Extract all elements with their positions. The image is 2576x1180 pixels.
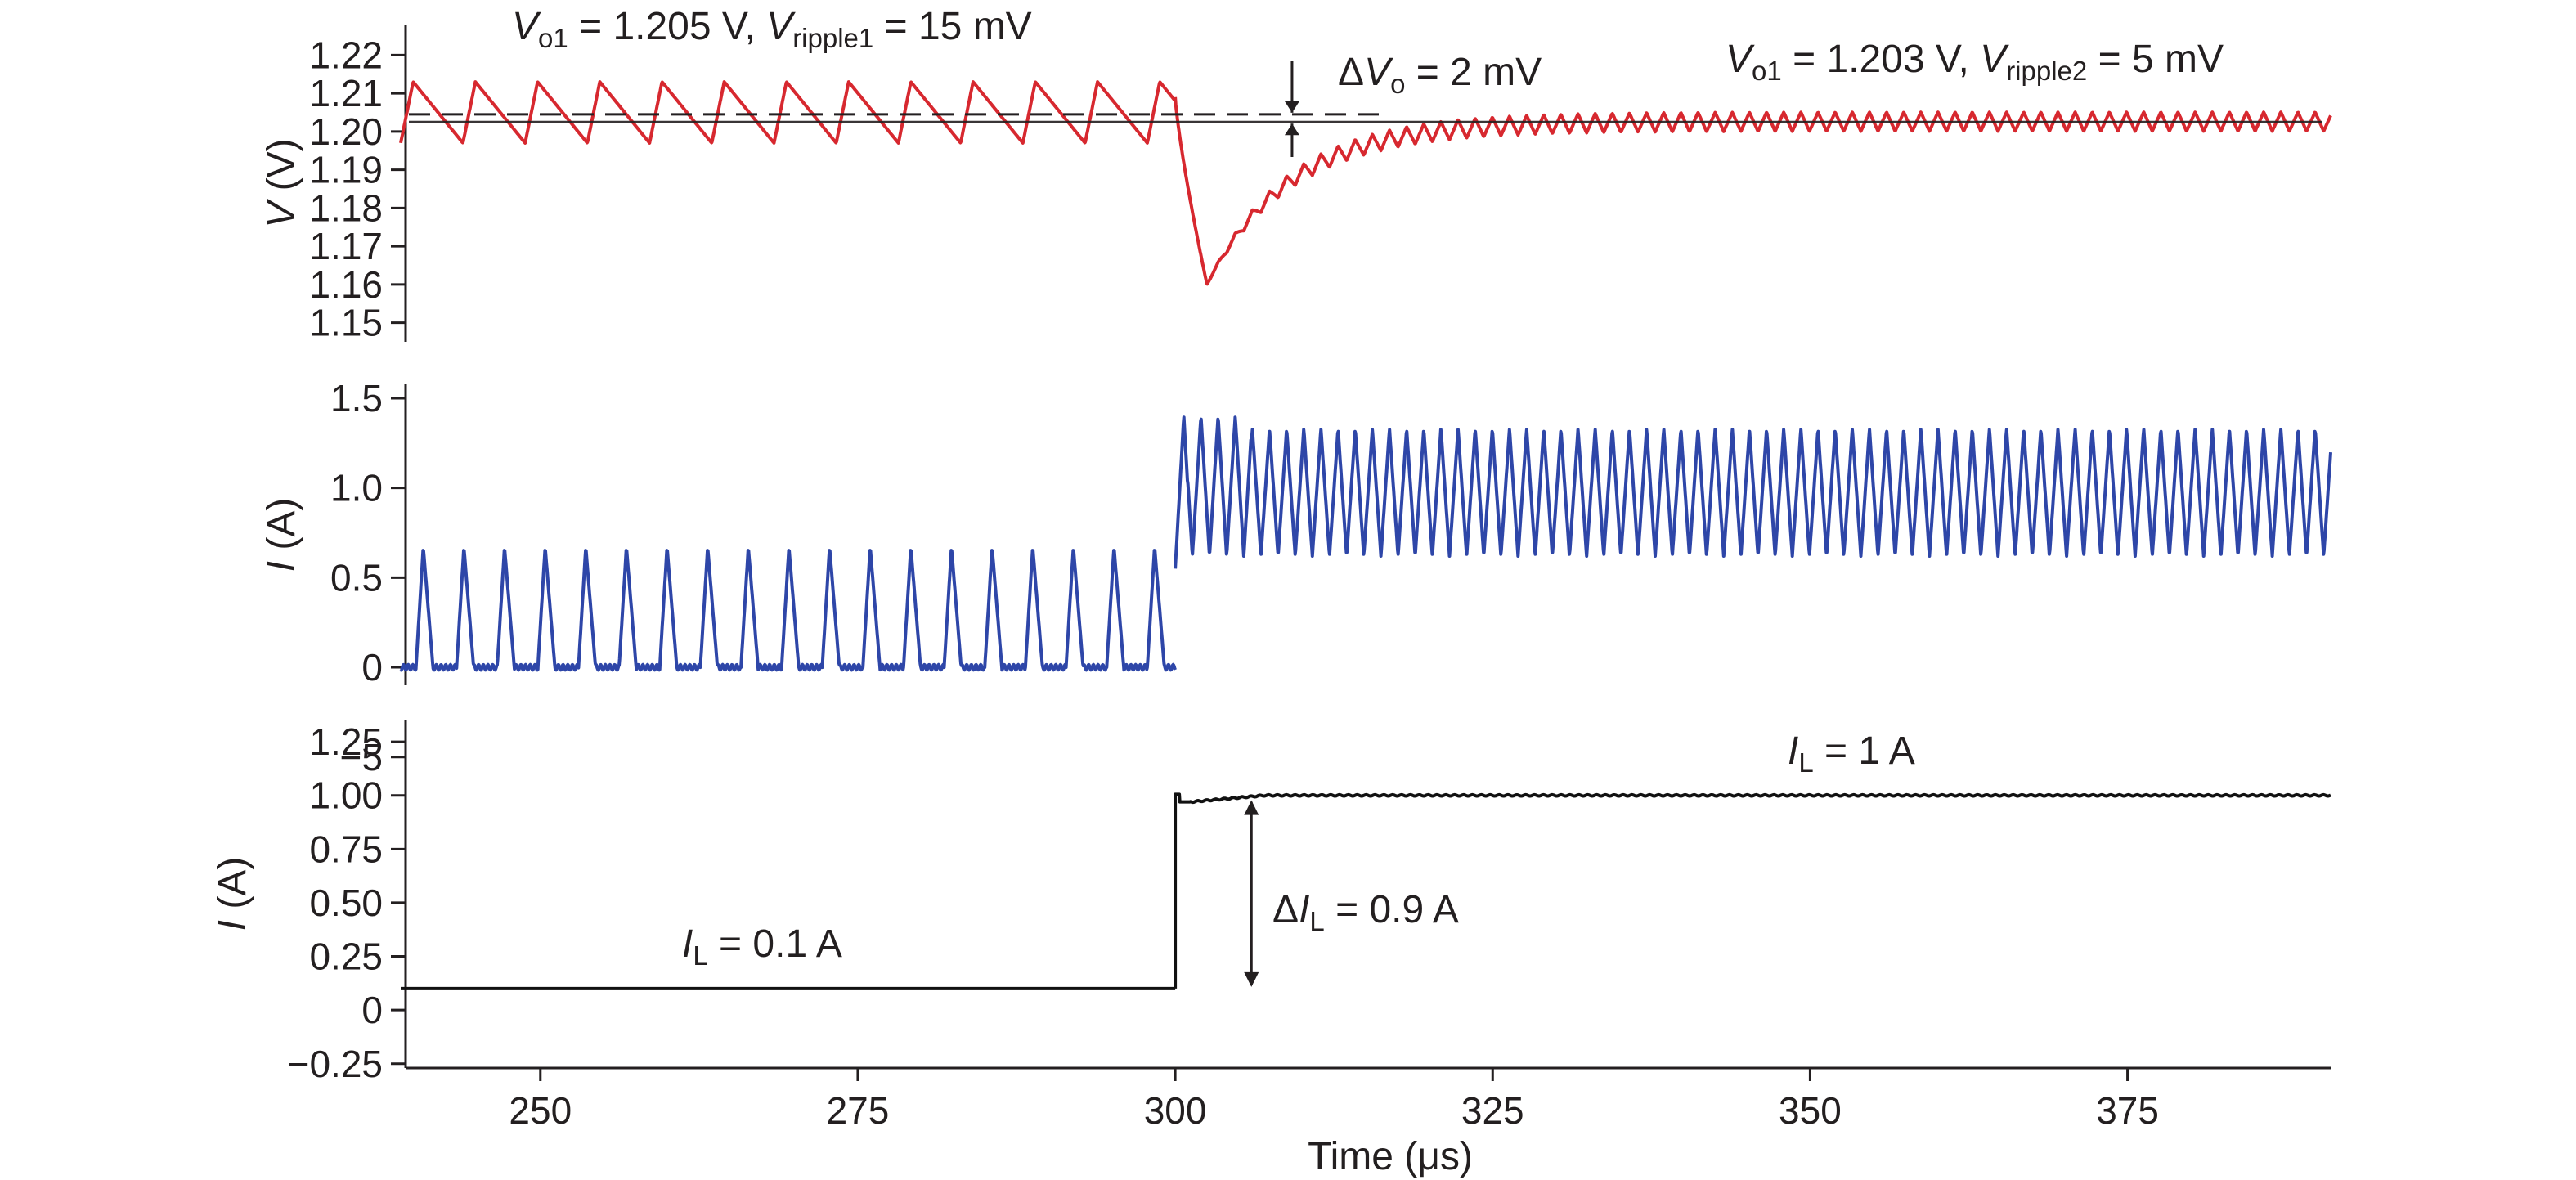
load-current-ytick-label-6: 1.25 xyxy=(309,720,383,763)
load-current-ylabel: I (A) xyxy=(211,857,254,931)
annotation-vo2-ripple2-part-3: V xyxy=(1980,38,2009,81)
xtick-label-1: 275 xyxy=(827,1089,890,1132)
annotation-delta-vo-delta: Δ xyxy=(1338,51,1364,94)
annotation-vo1-ripple1: Vo1 = 1.205 V, Vripple1 = 15 mV xyxy=(512,5,1032,53)
xtick-label-5: 375 xyxy=(2096,1089,2159,1132)
load-current-ylabel-symbol: I xyxy=(211,920,254,931)
annotation-il-1a-part-0: I xyxy=(1788,729,1798,773)
load-current-ytick-label-5: 1.00 xyxy=(309,774,383,817)
voltage-series-0-segment-1 xyxy=(1174,96,2332,286)
voltage-ytick-label-4: 1.19 xyxy=(309,149,383,191)
panel-voltage: 1.151.161.171.181.191.201.211.22V (V)Vo1… xyxy=(260,5,2332,344)
voltage-ytick-label-7: 1.22 xyxy=(309,34,383,76)
voltage-ylabel-symbol: V xyxy=(260,199,303,228)
panel-load-current: −0.25 0 0.25 0.50 0.75 1.00 1.25 I (A) 250 275 300… xyxy=(211,720,2332,1178)
xtick-label-0: 250 xyxy=(509,1089,572,1132)
annotation-delta-il: ΔIL = 0.9 A xyxy=(1272,888,1459,936)
annotation-delta-il-delta: Δ xyxy=(1272,888,1299,931)
delta-il-arrowhead-top xyxy=(1244,800,1259,815)
annotation-vo1-ripple1-part-5: = 15 mV xyxy=(873,5,1031,48)
delta-il-arrowhead-bottom xyxy=(1244,971,1259,987)
annotation-vo2-ripple2-part-4: ripple2 xyxy=(2006,56,2087,86)
load-current-ylabel-unit: (A) xyxy=(211,857,254,920)
inductor-current-ytick-label-3: 1.0 xyxy=(330,467,383,509)
voltage-ytick-label-1: 1.16 xyxy=(309,263,383,306)
annotation-il-1a-part-1: L xyxy=(1798,747,1813,778)
voltage-ytick-label-0: 1.15 xyxy=(309,302,383,344)
annotation-vo2-ripple2-part-0: V xyxy=(1726,38,1755,81)
annotation-il-01a: IL = 0.1 A xyxy=(682,922,842,971)
annotation-vo1-ripple1-part-0: V xyxy=(512,5,541,48)
annotation-il-1a-part-2: = 1 A xyxy=(1814,729,1915,773)
load-current-ytick-label-4: 0.75 xyxy=(309,828,383,870)
inductor-current-ylabel-unit: (A) xyxy=(260,498,303,561)
voltage-ytick-label-5: 1.20 xyxy=(309,110,383,153)
voltage-series-0-segment-0 xyxy=(399,80,1177,145)
inductor-current-series-0-segment-1 xyxy=(1174,415,2332,569)
x-axis-label: Time (μs) xyxy=(1308,1135,1473,1178)
load-current-ytick-label-3: 0.50 xyxy=(309,882,383,924)
annotation-delta-il-part-0: ΔI xyxy=(1272,888,1309,931)
annotation-delta-vo-var: V xyxy=(1364,51,1393,94)
inductor-current-ytick-label-0: −5 xyxy=(340,736,383,778)
inductor-current-ylabel-symbol: I xyxy=(260,561,303,572)
annotation-il-01a-part-1: L xyxy=(693,940,707,971)
load-current-series-0-segment-1 xyxy=(1174,792,2332,989)
annotation-vo2-ripple2-part-5: = 5 mV xyxy=(2087,38,2224,81)
xtick-label-4: 350 xyxy=(1779,1089,1842,1132)
load-current-ytick-label-1: 0 xyxy=(361,989,383,1031)
annotation-vo1-ripple1-part-2: = 1.205 V, xyxy=(568,5,766,48)
annotation-delta-vo-part-2: = 2 mV xyxy=(1405,51,1542,94)
annotation-delta-vo-part-1: o xyxy=(1390,69,1405,99)
load-current-ytick-label-0: −0.25 xyxy=(288,1043,383,1085)
annotation-delta-il-part-2: = 0.9 A xyxy=(1325,888,1459,931)
annotation-vo1-ripple1-part-3: V xyxy=(766,5,796,48)
delta-vo-arrowhead-bottom xyxy=(1284,123,1299,136)
annotation-vo1-ripple1-part-4: ripple1 xyxy=(792,23,873,53)
annotation-il-01a-part-0: I xyxy=(682,922,693,966)
xtick-label-3: 325 xyxy=(1461,1089,1524,1132)
annotation-il-01a-part-2: = 0.1 A xyxy=(708,922,842,966)
annotation-vo2-ripple2-part-2: = 1.203 V, xyxy=(1782,38,1980,81)
voltage-ytick-label-3: 1.18 xyxy=(309,186,383,229)
annotation-vo2-ripple2-part-1: o1 xyxy=(1752,56,1782,86)
inductor-current-ytick-label-1: 0 xyxy=(361,646,383,689)
annotation-delta-vo-part-0: ΔV xyxy=(1338,51,1393,94)
inductor-current-ytick-label-4: 1.5 xyxy=(330,377,383,420)
voltage-ylabel-unit: (V) xyxy=(260,138,303,201)
inductor-current-series-0-segment-0 xyxy=(399,549,1177,672)
voltage-ytick-label-2: 1.17 xyxy=(309,225,383,267)
voltage-ytick-label-6: 1.21 xyxy=(309,72,383,114)
xtick-label-2: 300 xyxy=(1144,1089,1207,1132)
delta-vo-arrowhead-top xyxy=(1284,101,1299,113)
annotation-delta-il-var: I xyxy=(1299,888,1309,931)
annotation-vo1-ripple1-part-1: o1 xyxy=(538,23,568,53)
annotation-il-1a: IL = 1 A xyxy=(1788,729,1915,778)
inductor-current-ylabel: I (A) xyxy=(260,498,303,572)
panel-inductor-current: −5 0 0.5 1.0 1.5 I (A) xyxy=(260,377,2332,778)
annotation-delta-vo: ΔVo = 2 mV xyxy=(1338,51,1542,99)
load-current-ytick-label-2: 0.25 xyxy=(309,935,383,978)
inductor-current-ytick-label-2: 0.5 xyxy=(330,556,383,599)
voltage-ylabel: V (V) xyxy=(260,138,303,227)
annotation-delta-il-part-1: L xyxy=(1309,906,1324,936)
annotation-vo2-ripple2: Vo1 = 1.203 V, Vripple2 = 5 mV xyxy=(1726,38,2224,86)
